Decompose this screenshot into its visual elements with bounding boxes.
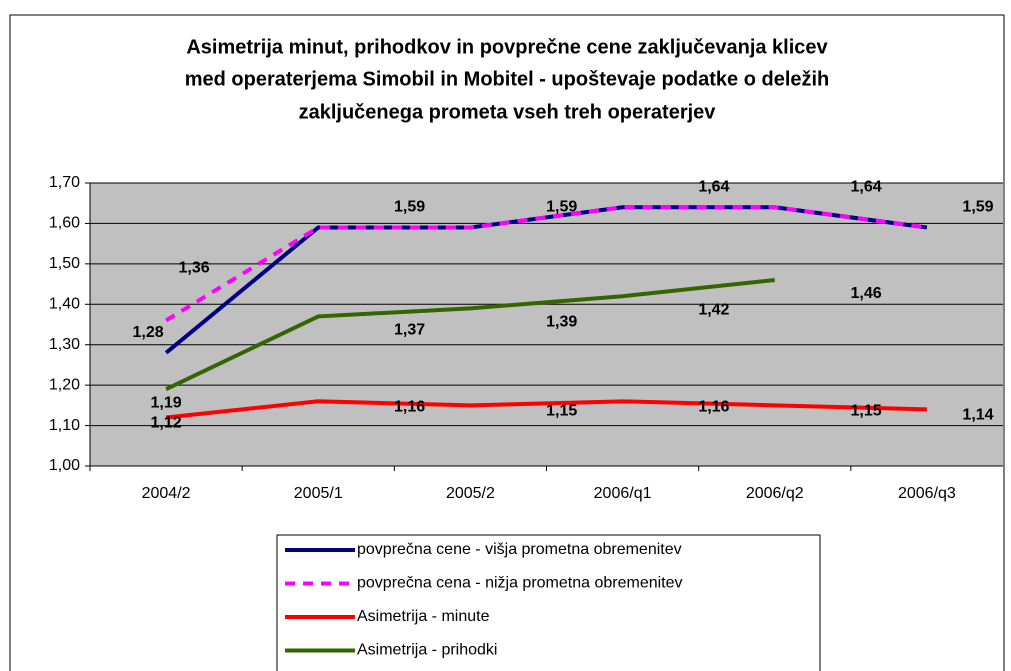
data-label: 1,64	[698, 178, 729, 195]
chart-title: med operaterjema Simobil in Mobitel - up…	[185, 68, 830, 90]
y-tick-label: 1,00	[49, 457, 80, 474]
data-label: 1,16	[698, 399, 729, 416]
legend-label: Asimetrija - prihodki	[357, 642, 497, 659]
y-tick-label: 1,30	[49, 336, 80, 353]
legend	[276, 534, 821, 671]
y-tick-label: 1,60	[49, 215, 80, 232]
series-line	[165, 278, 775, 391]
y-tick-label: 1,40	[49, 296, 80, 313]
data-label: 1,64	[850, 178, 881, 195]
data-label: 1,46	[850, 285, 881, 302]
data-label: 1,59	[394, 199, 425, 216]
data-label: 1,16	[394, 399, 425, 416]
y-tick-label: 1,10	[49, 417, 80, 434]
x-tick-label: 2004/2	[142, 485, 191, 502]
x-tick-label: 2006/q3	[898, 485, 956, 502]
data-label: 1,14	[962, 407, 993, 424]
x-tick-label: 2005/2	[446, 485, 495, 502]
data-label: 1,59	[546, 199, 577, 216]
series-line	[164, 205, 928, 355]
legend-label: povprečna cena - nižja prometna obremeni…	[357, 575, 683, 592]
legend-label: povprečna cene - višja prometna obremeni…	[357, 541, 682, 558]
y-tick-label: 1,20	[49, 376, 80, 393]
series-line	[165, 205, 928, 323]
data-label: 1,59	[962, 199, 993, 216]
y-tick-label: 1,70	[49, 174, 80, 191]
y-tick-label: 1,50	[49, 255, 80, 272]
plot-area	[90, 183, 1003, 466]
chart-title: Asimetrija minut, prihodkov in povprečne…	[186, 36, 828, 58]
x-tick-label: 2005/1	[294, 485, 343, 502]
data-label: 1,37	[394, 322, 425, 339]
data-label: 1,12	[151, 415, 182, 432]
x-tick-label: 2006/q1	[594, 485, 652, 502]
data-label: 1,28	[133, 324, 164, 341]
legend-label: Asimetrija - minute	[357, 608, 490, 625]
x-tick-label: 2006/q2	[746, 485, 804, 502]
data-label: 1,15	[850, 403, 881, 420]
data-label: 1,15	[546, 403, 577, 420]
chart-title: zaključenega prometa vseh treh operaterj…	[299, 101, 717, 123]
data-label: 1,19	[151, 394, 182, 411]
data-label: 1,36	[179, 260, 210, 277]
series-line	[165, 399, 927, 420]
data-label: 1,39	[546, 314, 577, 331]
data-label: 1,42	[698, 301, 729, 318]
